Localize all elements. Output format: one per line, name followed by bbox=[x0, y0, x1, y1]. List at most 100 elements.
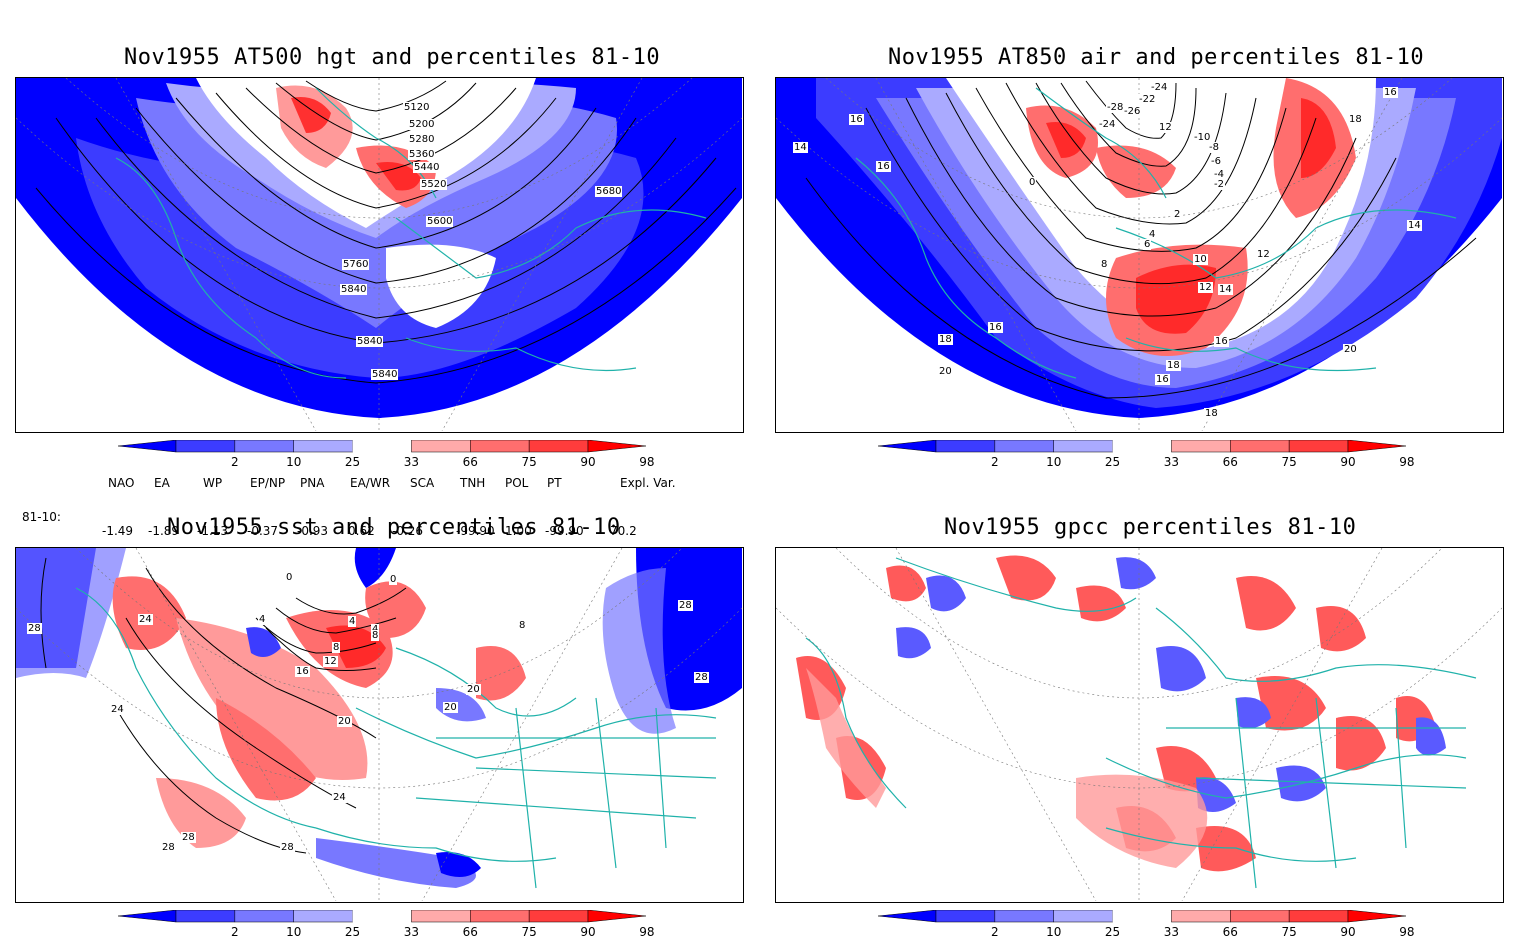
contour-label: 4 bbox=[258, 614, 267, 625]
colorbar-tick-label: 25 bbox=[1104, 925, 1121, 939]
colorbar-segment bbox=[175, 910, 236, 923]
contour-label: 5840 bbox=[340, 284, 368, 295]
colorbar-segment bbox=[234, 910, 294, 923]
contour-label: -28 bbox=[1106, 102, 1125, 113]
colorbar-segment bbox=[878, 440, 937, 453]
contour-label: 4 bbox=[371, 624, 380, 635]
indices-header: PNA bbox=[300, 476, 325, 490]
colorbar-tick-label: 25 bbox=[344, 455, 361, 469]
contour-label: 12 bbox=[323, 656, 338, 667]
contour-label: -2 bbox=[1213, 179, 1225, 190]
colorbar-tick-label: 90 bbox=[580, 455, 596, 469]
panel-title-gpcc: Nov1955 gpcc percentiles 81-10 bbox=[944, 515, 1357, 540]
map-hgt500 bbox=[15, 77, 744, 433]
contour-label: 18 bbox=[938, 334, 953, 345]
colorbar-segment bbox=[175, 440, 236, 453]
indices-value: 70.2 bbox=[610, 524, 637, 538]
colorbar-tick-label: 2 bbox=[991, 925, 999, 939]
colorbar-air850: 2 10 25 33 66 75 90 98 bbox=[878, 440, 1414, 470]
colorbar-segment bbox=[994, 440, 1054, 453]
colorbar-tick-label: 98 bbox=[639, 925, 655, 939]
contour-label: 0 bbox=[389, 574, 398, 585]
map-sst bbox=[15, 547, 744, 903]
colorbar-segment bbox=[935, 910, 996, 923]
contour-label: 18 bbox=[1166, 360, 1181, 371]
colorbar-segment bbox=[470, 440, 530, 453]
indices-value: -1.89 bbox=[148, 524, 180, 538]
contour-label: 8 bbox=[332, 642, 341, 653]
colorbar-segment bbox=[528, 910, 589, 923]
colorbar-sst: 2 10 25 33 66 75 90 98 bbox=[118, 910, 654, 940]
panel-title-sst: Nov1955 sst and percentiles 81-10 bbox=[167, 515, 621, 540]
colorbar-svg bbox=[118, 910, 646, 923]
indices-header: SCA bbox=[410, 476, 435, 490]
map-air850 bbox=[775, 77, 1504, 433]
colorbar-segment bbox=[1053, 440, 1113, 453]
panel-title-air850: Nov1955 AT850 air and percentiles 81-10 bbox=[888, 45, 1425, 70]
colorbar-tick-label: 98 bbox=[1399, 455, 1415, 469]
indices-header: WP bbox=[203, 476, 223, 490]
indices-value: -99.90 bbox=[456, 524, 495, 538]
colorbar-svg bbox=[878, 910, 1406, 923]
colorbar-segment bbox=[994, 910, 1054, 923]
contour-label: 16 bbox=[1155, 374, 1170, 385]
colorbar-hgt500: 2 10 25 33 66 75 90 98 bbox=[118, 440, 654, 470]
colorbar-tick-label: 75 bbox=[521, 925, 537, 939]
colorbar-segment bbox=[352, 910, 412, 922]
colorbar-tick-label: 90 bbox=[580, 925, 596, 939]
indices-value: -1.49 bbox=[102, 524, 134, 538]
contour-label: -6 bbox=[1210, 156, 1222, 167]
contour-label: 5280 bbox=[408, 134, 436, 145]
contour-label: -26 bbox=[1123, 106, 1142, 117]
colorbar-tick-label: 25 bbox=[1104, 455, 1121, 469]
colorbar-segment bbox=[1288, 440, 1349, 453]
indices-header: EP/NP bbox=[250, 476, 286, 490]
colorbar-segment bbox=[528, 440, 589, 453]
colorbar-gpcc: 2 10 25 33 66 75 90 98 bbox=[878, 910, 1414, 940]
contour-label: 5840 bbox=[356, 336, 384, 347]
colorbar-segment bbox=[1171, 910, 1231, 923]
colorbar-tick-label: 66 bbox=[462, 925, 478, 939]
colorbar-tick-label: 10 bbox=[1046, 925, 1062, 939]
colorbar-svg bbox=[118, 440, 646, 453]
contour-label: 12 bbox=[1198, 282, 1213, 293]
contour-label: 28 bbox=[27, 623, 42, 634]
indices-header: PT bbox=[547, 476, 562, 490]
colorbar-tick-label: 98 bbox=[639, 455, 655, 469]
colorbar-segment bbox=[470, 910, 530, 923]
contour-label: 28 bbox=[678, 600, 693, 611]
contour-label: 28 bbox=[161, 842, 176, 853]
contour-label: 16 bbox=[1214, 336, 1229, 347]
contour-label: -10 bbox=[1193, 132, 1212, 143]
colorbar-segment bbox=[1112, 910, 1172, 922]
colorbar-segment bbox=[234, 440, 294, 453]
contour-label: 28 bbox=[181, 832, 196, 843]
contour-label: 28 bbox=[280, 842, 295, 853]
colorbar-tick-label: 2 bbox=[231, 455, 239, 469]
colorbar-segment bbox=[118, 910, 177, 923]
contour-label: 5840 bbox=[371, 369, 399, 380]
contour-label: 20 bbox=[443, 702, 458, 713]
indices-row-label: 81-10: bbox=[22, 510, 61, 524]
contour-label: 16 bbox=[1383, 87, 1398, 98]
contour-label: 5680 bbox=[595, 186, 623, 197]
contour-label: -24 bbox=[1098, 119, 1117, 130]
map-gpcc bbox=[775, 547, 1504, 903]
contour-label: 16 bbox=[295, 666, 310, 677]
colorbar-segment bbox=[411, 910, 471, 923]
colorbar-segment bbox=[1112, 440, 1172, 452]
contour-label: 0 bbox=[1028, 177, 1037, 188]
contour-label: 20 bbox=[466, 684, 481, 695]
contour-label: 8 bbox=[518, 620, 527, 631]
colorbar-segment bbox=[411, 440, 471, 453]
colorbar-tick-label: 66 bbox=[1222, 455, 1238, 469]
colorbar-tick-label: 98 bbox=[1399, 925, 1415, 939]
indices-value: -0.26 bbox=[392, 524, 424, 538]
contour-label: 5120 bbox=[403, 102, 431, 113]
contour-label: 20 bbox=[938, 366, 953, 377]
contour-label: 5440 bbox=[413, 162, 441, 173]
contour-label: 18 bbox=[1348, 114, 1363, 125]
colorbar-segment bbox=[587, 910, 646, 923]
contour-label: 5600 bbox=[426, 216, 454, 227]
indices-header: POL bbox=[505, 476, 529, 490]
